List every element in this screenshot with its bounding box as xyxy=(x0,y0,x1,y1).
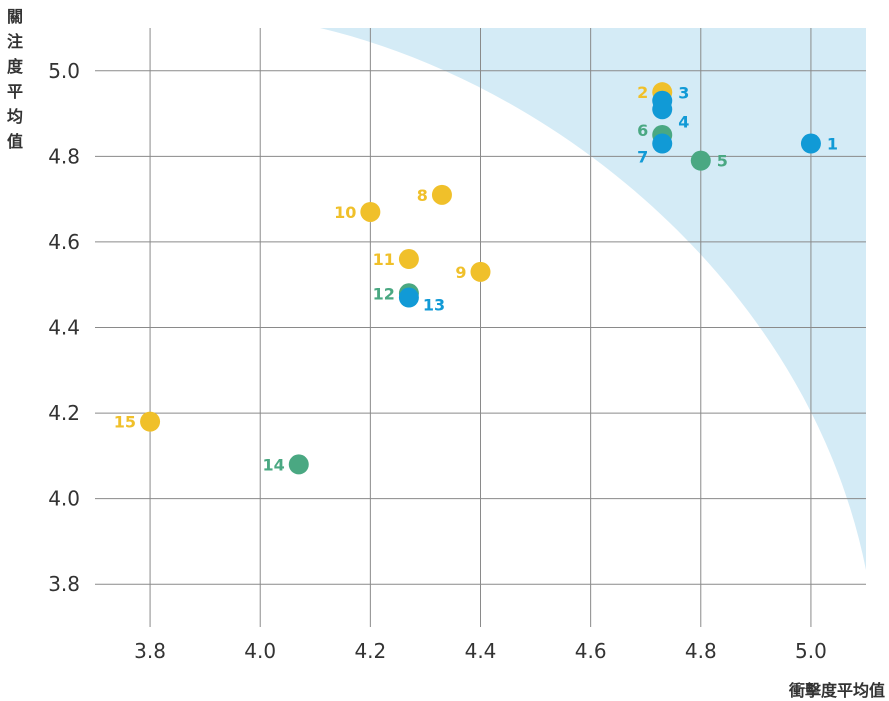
y-tick-label: 3.8 xyxy=(48,572,80,596)
x-tick-label: 3.8 xyxy=(134,639,166,663)
data-point-7 xyxy=(652,133,673,154)
data-point-10 xyxy=(360,201,381,222)
y-tick-label: 4.4 xyxy=(48,316,80,340)
point-label: 10 xyxy=(334,203,356,222)
x-axis-title: 衝擊度平均值 xyxy=(788,681,885,700)
y-tick-label: 4.0 xyxy=(48,487,80,511)
data-point-9 xyxy=(470,261,491,282)
point-label: 8 xyxy=(417,186,428,205)
point-label: 11 xyxy=(373,250,395,269)
data-point-4 xyxy=(652,99,673,120)
data-point-11 xyxy=(398,249,419,270)
x-tick-label: 4.4 xyxy=(465,639,497,663)
data-point-13 xyxy=(398,287,419,308)
y-tick-label: 4.6 xyxy=(48,230,80,254)
x-tick-label: 4.8 xyxy=(685,639,717,663)
point-label: 7 xyxy=(637,148,648,167)
data-point-14 xyxy=(288,454,309,475)
point-label: 3 xyxy=(678,84,689,103)
tick-labels: 3.8 4.0 4.2 4.4 4.6 4.8 5.0 3.8 4.0 4.2 4.4 4.6 4.8 5… xyxy=(48,59,827,663)
point-label: 4 xyxy=(678,112,689,131)
x-tick-label: 5.0 xyxy=(795,639,827,663)
highlight-region xyxy=(320,28,866,570)
point-label: 14 xyxy=(262,455,284,474)
point-label: 2 xyxy=(637,83,648,102)
y-tick-label: 4.8 xyxy=(48,144,80,168)
point-label: 13 xyxy=(423,296,445,315)
point-label: 9 xyxy=(455,263,466,282)
y-tick-label: 4.2 xyxy=(48,401,80,425)
y-tick-label: 5.0 xyxy=(48,59,80,83)
y-axis-title: 關注度平均值 xyxy=(6,7,23,151)
x-tick-label: 4.6 xyxy=(575,639,607,663)
point-label: 12 xyxy=(373,284,395,303)
x-tick-label: 4.2 xyxy=(354,639,386,663)
data-point-1 xyxy=(800,133,821,154)
data-point-5 xyxy=(690,150,711,171)
data-point-8 xyxy=(431,184,452,205)
point-label: 5 xyxy=(717,152,728,171)
grid xyxy=(95,28,866,627)
point-label: 1 xyxy=(827,135,838,154)
x-tick-label: 4.0 xyxy=(244,639,276,663)
point-label: 15 xyxy=(114,413,136,432)
data-point-15 xyxy=(140,411,161,432)
point-label: 6 xyxy=(637,121,648,140)
